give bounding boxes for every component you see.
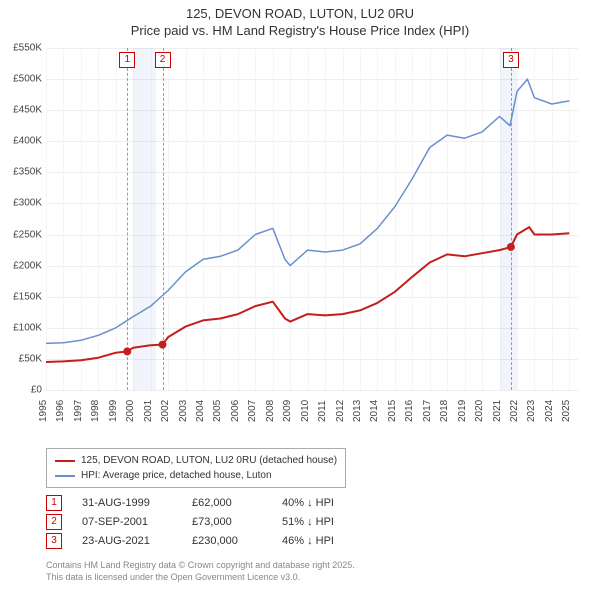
x-tick-label: 2004: [195, 400, 206, 422]
title-line-2: Price paid vs. HM Land Registry's House …: [0, 23, 600, 40]
x-tick-label: 2023: [526, 400, 537, 422]
transaction-index-box: 2: [46, 514, 62, 530]
legend-label: 125, DEVON ROAD, LUTON, LU2 0RU (detache…: [81, 453, 337, 468]
transaction-price: £62,000: [192, 497, 262, 509]
x-tick-label: 2012: [334, 400, 345, 422]
transaction-date: 31-AUG-1999: [82, 497, 172, 509]
x-tick-label: 2015: [387, 400, 398, 422]
x-tick-label: 2009: [282, 400, 293, 422]
transaction-marker: [123, 347, 131, 355]
transaction-delta: 51% ↓ HPI: [282, 516, 334, 528]
title-block: 125, DEVON ROAD, LUTON, LU2 0RU Price pa…: [0, 0, 600, 44]
x-tick-label: 2005: [212, 400, 223, 422]
y-tick-label: £50K: [0, 353, 42, 364]
x-tick-label: 1999: [108, 400, 119, 422]
x-tick-label: 2017: [422, 400, 433, 422]
legend-label: HPI: Average price, detached house, Luto…: [81, 468, 272, 483]
y-axis: £0£50K£100K£150K£200K£250K£300K£350K£400…: [0, 48, 46, 390]
transaction-marker: [507, 243, 515, 251]
x-tick-label: 1998: [90, 400, 101, 422]
chart-container: 125, DEVON ROAD, LUTON, LU2 0RU Price pa…: [0, 0, 600, 590]
legend-swatch: [55, 475, 75, 477]
y-tick-label: £250K: [0, 229, 42, 240]
x-tick-label: 2008: [265, 400, 276, 422]
x-tick-label: 2018: [439, 400, 450, 422]
y-tick-label: £550K: [0, 43, 42, 54]
y-tick-label: £450K: [0, 105, 42, 116]
x-tick-label: 2010: [300, 400, 311, 422]
x-tick-label: 2020: [474, 400, 485, 422]
series-line: [46, 227, 569, 362]
series-line: [46, 79, 569, 343]
y-tick-label: £200K: [0, 260, 42, 271]
y-tick-label: £150K: [0, 291, 42, 302]
transaction-price: £230,000: [192, 535, 262, 547]
x-tick-label: 1997: [73, 400, 84, 422]
transaction-index-box: 1: [46, 495, 62, 511]
legend-row: 125, DEVON ROAD, LUTON, LU2 0RU (detache…: [55, 453, 337, 468]
transaction-row: 1 31-AUG-1999 £62,000 40% ↓ HPI: [46, 495, 334, 511]
transaction-delta: 40% ↓ HPI: [282, 497, 334, 509]
legend-swatch: [55, 460, 75, 462]
transactions-table: 1 31-AUG-1999 £62,000 40% ↓ HPI 2 07-SEP-2001…: [46, 492, 334, 552]
x-tick-label: 2022: [509, 400, 520, 422]
y-tick-label: £400K: [0, 136, 42, 147]
x-tick-label: 2011: [317, 400, 328, 422]
footer-line-2: This data is licensed under the Open Gov…: [46, 572, 355, 584]
y-tick-label: £500K: [0, 74, 42, 85]
title-line-1: 125, DEVON ROAD, LUTON, LU2 0RU: [0, 6, 600, 23]
x-tick-label: 2019: [456, 400, 467, 422]
footer: Contains HM Land Registry data © Crown c…: [46, 560, 355, 583]
x-tick-label: 2007: [247, 400, 258, 422]
x-tick-label: 2003: [177, 400, 188, 422]
x-tick-label: 2006: [230, 400, 241, 422]
x-tick-label: 2024: [544, 400, 555, 422]
callout-box: 3: [503, 52, 519, 68]
x-tick-label: 2014: [369, 400, 380, 422]
transaction-delta: 46% ↓ HPI: [282, 535, 334, 547]
x-tick-label: 1995: [38, 400, 49, 422]
transaction-price: £73,000: [192, 516, 262, 528]
transaction-row: 2 07-SEP-2001 £73,000 51% ↓ HPI: [46, 514, 334, 530]
footer-line-1: Contains HM Land Registry data © Crown c…: [46, 560, 355, 572]
plot-area: 1 2 3: [46, 48, 578, 390]
y-tick-label: £0: [0, 385, 42, 396]
x-tick-label: 2021: [491, 400, 502, 422]
legend-row: HPI: Average price, detached house, Luto…: [55, 468, 337, 483]
x-tick-label: 2025: [561, 400, 572, 422]
y-tick-label: £350K: [0, 167, 42, 178]
y-tick-label: £300K: [0, 198, 42, 209]
y-tick-label: £100K: [0, 322, 42, 333]
x-tick-label: 2000: [125, 400, 136, 422]
callout-box: 1: [119, 52, 135, 68]
transaction-date: 07-SEP-2001: [82, 516, 172, 528]
transaction-date: 23-AUG-2021: [82, 535, 172, 547]
transaction-row: 3 23-AUG-2021 £230,000 46% ↓ HPI: [46, 533, 334, 549]
line-layer: [46, 48, 578, 390]
transaction-marker: [159, 341, 167, 349]
x-tick-label: 2016: [404, 400, 415, 422]
x-tick-label: 2002: [160, 400, 171, 422]
x-axis: 1995199619971998199920002001200220032004…: [46, 390, 578, 450]
x-tick-label: 2013: [352, 400, 363, 422]
transaction-index-box: 3: [46, 533, 62, 549]
legend: 125, DEVON ROAD, LUTON, LU2 0RU (detache…: [46, 448, 346, 488]
x-tick-label: 1996: [55, 400, 66, 422]
callout-box: 2: [155, 52, 171, 68]
x-tick-label: 2001: [143, 400, 154, 422]
